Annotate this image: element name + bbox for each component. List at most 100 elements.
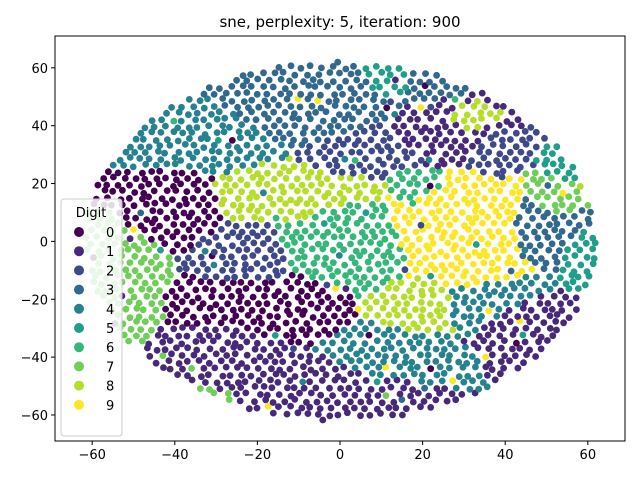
- scatter-point-digit-0: [177, 285, 185, 293]
- scatter-point-digit-1: [434, 162, 442, 170]
- scatter-point-digit-2: [199, 235, 207, 243]
- scatter-point-digit-9: [394, 207, 401, 215]
- scatter-point-digit-1: [460, 337, 468, 345]
- scatter-point-digit-4: [156, 142, 164, 150]
- scatter-point-digit-5: [369, 84, 376, 91]
- scatter-point-digit-0: [181, 271, 188, 279]
- scatter-point-digit-8: [399, 320, 407, 327]
- scatter-point-digit-6: [385, 248, 392, 256]
- scatter-point-digit-8: [257, 216, 265, 223]
- scatter-point-digit-4: [152, 137, 160, 144]
- scatter-point-digit-1: [214, 332, 222, 340]
- scatter-point-digit-3: [334, 58, 342, 66]
- scatter-point-digit-1: [159, 338, 167, 346]
- scatter-point-digit-8: [324, 189, 332, 197]
- scatter-point-digit-8: [428, 286, 435, 294]
- scatter-point-digit-6: [299, 261, 307, 269]
- scatter-point-digit-9: [492, 181, 500, 188]
- scatter-point-digit-3: [421, 384, 428, 392]
- scatter-point-digit-6: [367, 239, 374, 246]
- scatter-point-digit-4: [190, 103, 198, 111]
- scatter-point-digit-1: [326, 384, 333, 392]
- scatter-point-digit-2: [498, 136, 506, 144]
- scatter-point-digit-5: [570, 268, 578, 276]
- scatter-point-digit-1: [399, 411, 406, 419]
- scatter-point-digit-4: [224, 142, 232, 150]
- scatter-point-digit-9: [398, 241, 405, 248]
- scatter-point-digit-6: [283, 228, 290, 236]
- scatter-point-digit-8: [362, 312, 370, 319]
- scatter-point-digit-0: [302, 331, 310, 339]
- scatter-point-digit-8: [248, 202, 256, 210]
- scatter-point-digit-4: [250, 161, 258, 169]
- scatter-point-digit-1: [499, 103, 507, 110]
- scatter-point-digit-4: [193, 109, 201, 117]
- x-tick-label: 20: [414, 448, 431, 463]
- scatter-point-digit-1: [283, 410, 291, 418]
- scatter-point-digit-0: [219, 279, 226, 287]
- scatter-point-digit-7: [196, 385, 204, 392]
- scatter-point-digit-1: [548, 306, 556, 313]
- scatter-point-digit-5: [427, 272, 434, 280]
- scatter-point-digit-1: [205, 359, 213, 367]
- scatter-point-digit-7: [127, 325, 135, 333]
- scatter-point-digit-1: [314, 411, 322, 418]
- scatter-point-digit-8: [430, 318, 438, 325]
- scatter-point-digit-0: [318, 298, 325, 306]
- scatter-point-digit-5: [565, 169, 573, 177]
- scatter-point-digit-0: [207, 228, 215, 236]
- scatter-point-digit-2: [261, 254, 269, 262]
- scatter-point-digit-4: [136, 154, 144, 162]
- scatter-point-digit-0: [254, 326, 261, 334]
- scatter-point-digit-3: [228, 98, 236, 105]
- scatter-point-digit-3: [261, 110, 268, 118]
- scatter-point-digit-7: [131, 267, 139, 275]
- scatter-point-digit-3: [315, 71, 323, 78]
- scatter-point-digit-5: [571, 174, 579, 182]
- scatter-point-digit-3: [336, 69, 343, 77]
- scatter-point-digit-6: [352, 247, 360, 255]
- scatter-point-digit-2: [274, 258, 281, 266]
- scatter-point-digit-7: [573, 188, 581, 196]
- scatter-point-digit-7: [164, 267, 172, 275]
- scatter-point-digit-3: [571, 213, 578, 220]
- scatter-point-digit-9: [504, 208, 511, 216]
- scatter-point-digit-3: [304, 71, 311, 79]
- scatter-point-digit-0: [288, 271, 296, 279]
- scatter-point-digit-4: [521, 284, 529, 292]
- scatter-point-digit-1: [442, 123, 449, 131]
- scatter-point-digit-6: [293, 228, 300, 236]
- scatter-point-digit-9: [435, 207, 443, 215]
- scatter-point-digit-0: [194, 216, 202, 223]
- scatter-point-digit-0: [190, 220, 197, 228]
- scatter-point-digit-7: [156, 287, 163, 295]
- scatter-point-digit-8: [442, 319, 449, 327]
- scatter-point-digit-7: [120, 331, 128, 339]
- scatter-point-digit-1: [307, 389, 315, 397]
- scatter-point-digit-5: [589, 234, 597, 242]
- scatter-point-digit-1: [280, 371, 288, 378]
- scatter-point-digit-8: [366, 305, 374, 312]
- scatter-point-digit-0: [292, 317, 300, 325]
- scatter-point-digit-1: [238, 371, 246, 379]
- scatter-point-digit-3: [325, 98, 333, 105]
- scatter-point-digit-1: [385, 404, 393, 411]
- scatter-point-digit-0: [201, 220, 208, 227]
- scatter-point-digit-1: [501, 312, 509, 320]
- scatter-point-digit-9: [516, 188, 523, 196]
- legend-label-8: 8: [106, 380, 114, 395]
- scatter-point-digit-0: [284, 300, 292, 308]
- scatter-point-digit-1: [200, 364, 208, 372]
- scatter-point-digit-9: [478, 208, 486, 216]
- scatter-point-digit-2: [244, 222, 252, 229]
- scatter-point-digit-6: [329, 259, 337, 267]
- scatter-point-digit-1: [415, 141, 422, 149]
- scatter-point-digit-4: [472, 363, 479, 371]
- scatter-point-digit-6: [400, 188, 407, 196]
- scatter-point-digit-4: [337, 346, 345, 354]
- scatter-point-digit-4: [394, 326, 402, 333]
- scatter-point-digit-6: [410, 175, 418, 182]
- scatter-point-digit-9: [517, 176, 525, 183]
- scatter-point-digit-0: [197, 278, 205, 286]
- scatter-point-digit-1: [183, 332, 191, 340]
